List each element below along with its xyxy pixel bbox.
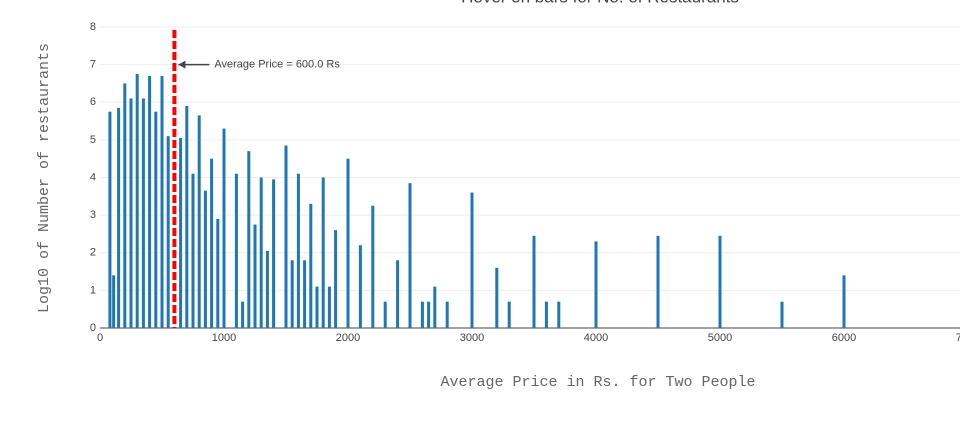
bar xyxy=(154,111,158,328)
bar xyxy=(112,275,116,328)
x-tick-label: 7000 xyxy=(956,332,960,344)
y-tick-label: 1 xyxy=(90,284,96,296)
bar xyxy=(315,286,319,328)
bar xyxy=(296,173,300,328)
bar xyxy=(433,286,437,328)
bar xyxy=(358,245,362,328)
bar xyxy=(303,260,307,328)
bar xyxy=(108,111,112,328)
bar xyxy=(780,301,784,328)
y-tick-label: 8 xyxy=(90,21,96,33)
y-axis-label: Log10 of Number of restaurants xyxy=(36,43,53,313)
bar xyxy=(309,203,313,328)
bar xyxy=(334,230,338,328)
bar xyxy=(544,301,548,328)
bar xyxy=(179,137,183,328)
x-axis-label: Average Price in Rs. for Two People xyxy=(440,374,755,391)
bar xyxy=(557,301,561,328)
y-tick-label: 5 xyxy=(90,134,96,146)
bar xyxy=(148,75,152,328)
bar xyxy=(346,158,350,328)
bar xyxy=(197,115,201,328)
bar xyxy=(290,260,294,328)
x-tick-label: 0 xyxy=(97,332,103,344)
bar xyxy=(160,75,164,328)
bar xyxy=(327,286,331,328)
y-tick-label: 7 xyxy=(90,59,96,71)
bar xyxy=(141,98,145,328)
y-tick-label: 0 xyxy=(90,322,96,334)
bar xyxy=(123,83,127,328)
x-tick-label: 2000 xyxy=(336,332,360,344)
bar xyxy=(321,177,325,328)
bar xyxy=(383,301,387,328)
bar xyxy=(842,275,846,328)
bar xyxy=(210,158,214,328)
bar xyxy=(594,241,598,328)
y-tick-label: 2 xyxy=(90,247,96,259)
bar xyxy=(135,74,139,328)
bar xyxy=(241,301,245,328)
bar xyxy=(185,106,189,328)
bar xyxy=(129,98,133,328)
bar xyxy=(532,235,536,328)
bar xyxy=(470,192,474,328)
x-tick-label: 3000 xyxy=(460,332,484,344)
bar xyxy=(117,107,121,328)
bar xyxy=(718,235,722,328)
bar xyxy=(203,190,207,328)
bar xyxy=(216,218,220,328)
annotation: Average Price = 600.0 Rs xyxy=(214,59,340,71)
bar xyxy=(656,235,660,328)
annotation-arrowhead xyxy=(178,60,186,69)
bar xyxy=(427,301,431,328)
bar xyxy=(420,301,424,328)
bar xyxy=(265,250,269,328)
bar xyxy=(371,205,375,328)
bar xyxy=(259,177,263,328)
bar xyxy=(507,301,511,328)
bar xyxy=(396,260,400,328)
bar xyxy=(284,145,288,328)
bar xyxy=(234,173,238,328)
chart-title: Hover on bars for No. of Restaurants xyxy=(461,0,739,6)
bar xyxy=(247,151,251,328)
bar xyxy=(166,136,170,328)
y-tick-label: 3 xyxy=(90,209,96,221)
x-tick-label: 6000 xyxy=(832,332,856,344)
bar xyxy=(191,173,195,328)
x-tick-label: 4000 xyxy=(584,332,608,344)
bar xyxy=(272,179,276,328)
x-tick-label: 1000 xyxy=(212,332,236,344)
bar xyxy=(253,224,257,328)
bar xyxy=(445,301,449,328)
bar xyxy=(495,267,499,328)
bar xyxy=(408,183,412,328)
x-tick-label: 5000 xyxy=(708,332,732,344)
bar xyxy=(222,128,226,328)
y-tick-label: 6 xyxy=(90,96,96,108)
y-tick-label: 4 xyxy=(90,171,96,183)
